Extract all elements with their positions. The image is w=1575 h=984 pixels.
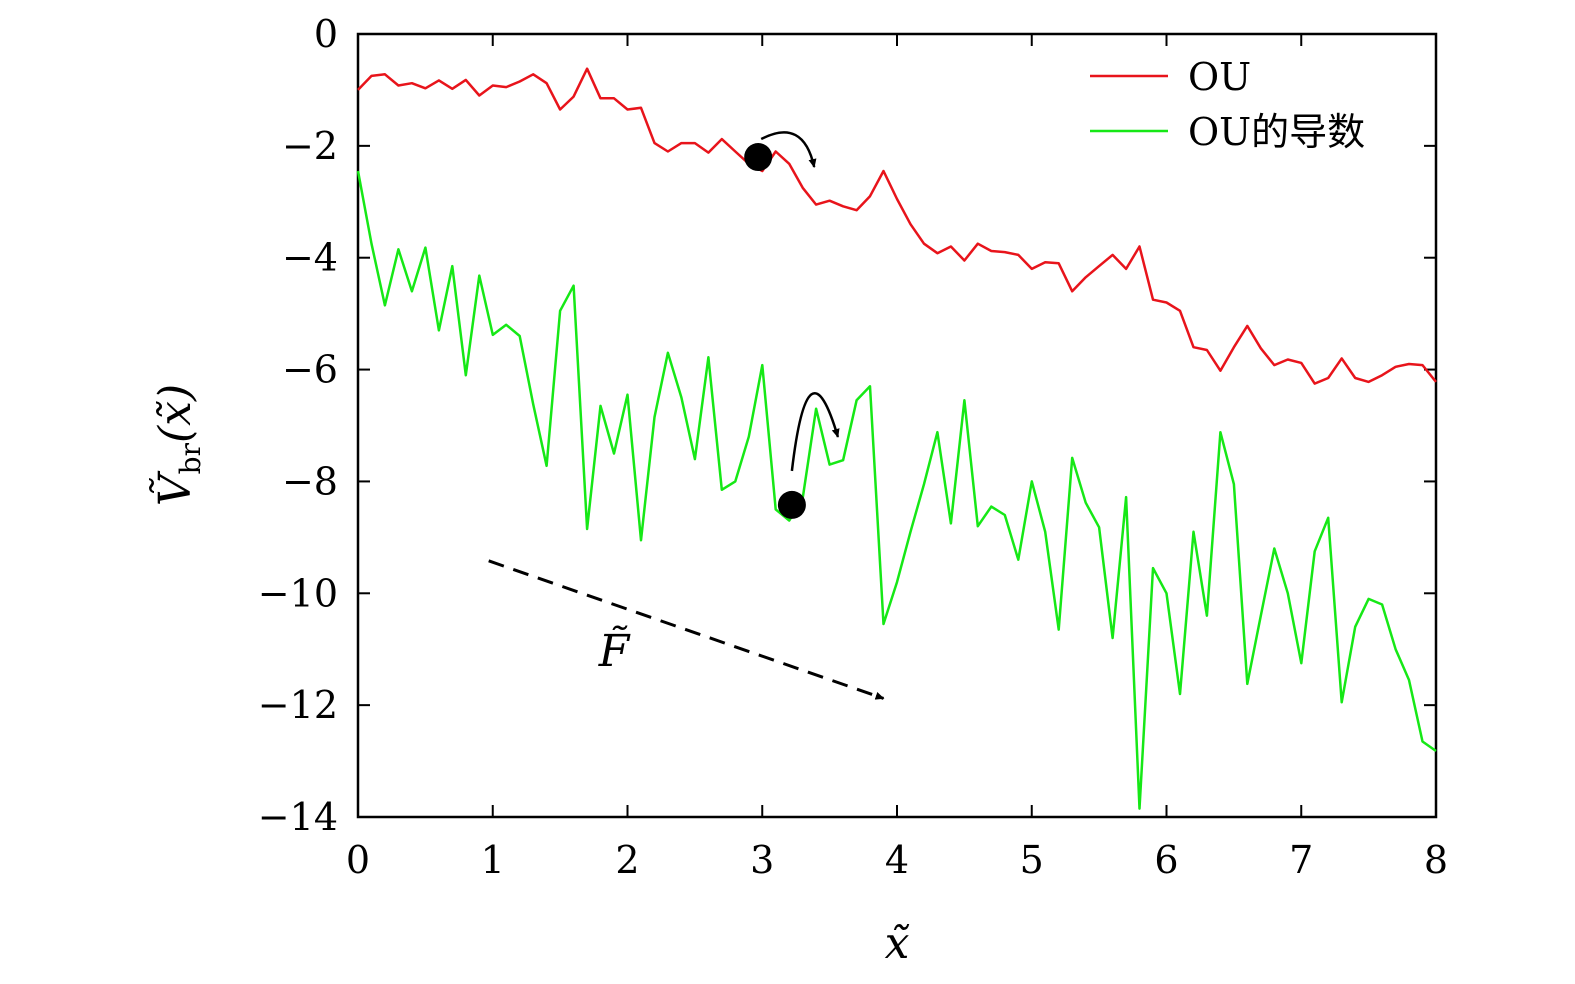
y-tick-label: −2 bbox=[282, 124, 338, 168]
y-axis-label-sub: br bbox=[174, 442, 207, 474]
y-tick-label: −10 bbox=[258, 571, 338, 615]
particle-derivative bbox=[777, 490, 806, 519]
x-tick-label: 6 bbox=[1154, 838, 1178, 882]
legend: OU OU的导数 bbox=[1090, 55, 1365, 154]
series-layer bbox=[356, 67, 1437, 810]
y-tick-label: −6 bbox=[282, 348, 338, 392]
y-tick-label: −14 bbox=[258, 795, 338, 839]
force-arrow bbox=[488, 559, 885, 700]
x-tick-label: 5 bbox=[1020, 838, 1044, 882]
curved-arrow-ou bbox=[760, 131, 817, 169]
x-tick-label: 1 bbox=[481, 838, 505, 882]
x-tick-label: 7 bbox=[1289, 838, 1313, 882]
series-line-ou-derivative bbox=[356, 170, 1437, 810]
particle-ou bbox=[744, 143, 773, 172]
x-tick-label: 3 bbox=[750, 838, 774, 882]
svg-text:Ṽbr(x̃): Ṽbr(x̃) bbox=[148, 384, 207, 506]
force-label: F̃ bbox=[598, 624, 631, 677]
y-tick-label: −12 bbox=[258, 683, 338, 727]
y-axis-label-arg: (x̃) bbox=[150, 384, 201, 443]
y-tick-label: 0 bbox=[314, 12, 338, 56]
x-tick-label: 8 bbox=[1424, 838, 1448, 882]
legend-label-derivative: OU的导数 bbox=[1188, 110, 1365, 154]
y-axis-label: Ṽbr(x̃) bbox=[148, 384, 207, 506]
x-axis-label: x̃ bbox=[885, 918, 910, 969]
x-tick-label: 0 bbox=[346, 838, 370, 882]
y-axis-label-main: Ṽ bbox=[148, 470, 201, 506]
axis-ticks: 0 1 2 3 4 5 6 7 8 0 −2 −4 −6 −8 −10 −12 −14 bbox=[258, 12, 1448, 882]
series-line-ou bbox=[357, 67, 1437, 385]
y-tick-label: −4 bbox=[282, 236, 338, 280]
y-tick-label: −8 bbox=[282, 459, 338, 503]
annotation-layer: F̃ bbox=[488, 131, 885, 700]
x-tick-label: 2 bbox=[615, 838, 639, 882]
curved-arrow-derivative bbox=[790, 391, 840, 472]
x-axis-label-text: x̃ bbox=[885, 918, 910, 969]
legend-label-ou: OU bbox=[1188, 55, 1251, 99]
x-tick-label: 4 bbox=[885, 838, 909, 882]
